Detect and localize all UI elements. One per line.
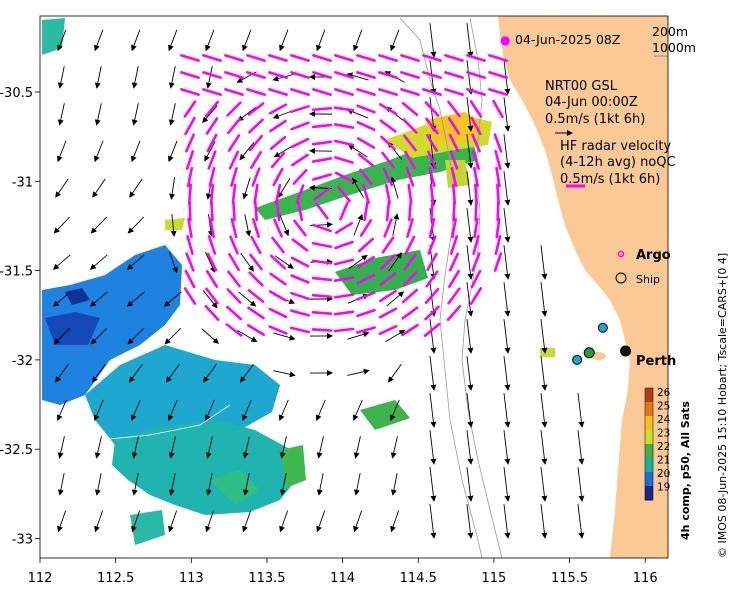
x-tick-label: 115	[481, 571, 506, 586]
radar-arrow	[431, 202, 432, 220]
colorbar-tick-label: 19	[657, 482, 670, 494]
timestamp: 04-Jun-2025 08Z	[515, 32, 620, 47]
radar-arrow	[211, 185, 213, 203]
argo-legend-label: Argo	[636, 248, 671, 263]
x-tick-label: 114.5	[400, 571, 437, 586]
colorbar-segment	[645, 416, 653, 431]
y-tick-label: -32.5	[0, 443, 33, 458]
y-tick-label: -31.5	[0, 265, 33, 280]
colorbar-tick-label: 20	[657, 468, 670, 480]
x-axis: 112 112.5 113 113.5 114 114.5 115 115.5 116	[28, 558, 658, 586]
credit-text: © IMOS 08-Jun-2025 15:10 Hobart; Tscale=…	[716, 253, 729, 558]
colorbar-tick-label: 22	[657, 441, 670, 453]
radar-arrow	[313, 295, 331, 297]
radar-arrow	[387, 202, 389, 220]
colorbar-tick-label: 23	[657, 428, 670, 440]
timestamp-marker: ●	[500, 33, 510, 47]
colorbar-tick-label: 24	[657, 414, 671, 426]
colorbar-segment	[645, 402, 653, 417]
radar-arrow	[189, 185, 190, 203]
y-tick-label: -31	[12, 175, 33, 190]
x-tick-label: 115.5	[551, 571, 588, 586]
y-tick-label: -30.5	[0, 86, 33, 101]
radar-arrow	[190, 202, 191, 220]
radar-arrow	[212, 202, 213, 220]
model-label-line3: 0.5m/s (1kt 6h)	[545, 112, 645, 127]
model-label-line1: NRT00 GSL	[545, 79, 618, 94]
colorbar-tick-label: 21	[657, 455, 670, 467]
radar-arrow	[233, 202, 234, 220]
radar-arrow	[475, 185, 476, 203]
colorbar-segment	[645, 388, 653, 403]
x-tick-label: 113	[179, 571, 204, 586]
argo-marker	[598, 323, 607, 332]
radar-arrow	[498, 202, 499, 220]
ship-marker	[584, 348, 594, 358]
model-label-line2: 04-Jun 00:00Z	[545, 95, 638, 110]
radar-arrow	[313, 108, 331, 109]
radar-arrow	[409, 202, 410, 220]
radar-arrow	[313, 312, 331, 313]
x-tick-label: 114	[330, 571, 355, 586]
colorbar-segment	[645, 472, 653, 487]
radar-arrow	[453, 185, 455, 203]
isobath-label-1000m: 1000m	[652, 40, 696, 55]
colorbar-tick-label: 25	[657, 401, 670, 413]
radar-arrow	[497, 185, 498, 203]
x-tick-label: 116	[633, 571, 658, 586]
y-tick-label: -32	[12, 354, 33, 369]
radar-label-line1: HF radar velocity	[560, 139, 672, 154]
colorbar-segment	[645, 486, 653, 501]
x-tick-label: 112.5	[97, 571, 134, 586]
x-tick-label: 113.5	[248, 571, 285, 586]
isobath-label-200m: 200m	[652, 24, 688, 39]
colorbar-title: 4h comp, p50, All Sats	[679, 401, 692, 540]
y-tick-label: -33	[12, 533, 33, 548]
radar-arrow	[454, 202, 455, 220]
colorbar-tick-label: 26	[657, 387, 671, 399]
radar-arrow	[476, 202, 477, 220]
radar-arrow	[313, 125, 331, 127]
ship-marker	[621, 346, 631, 356]
city-label: Perth	[636, 354, 676, 369]
colorbar-segment	[645, 444, 653, 459]
argo-marker	[573, 355, 582, 364]
radar-arrow	[255, 202, 256, 220]
ship-legend-label: Ship	[636, 273, 660, 286]
radar-label-line2: (4-12h avg) noQC	[560, 155, 676, 170]
x-tick-label: 112	[28, 571, 53, 586]
radar-arrow	[313, 329, 331, 330]
colorbar-segment	[645, 458, 653, 473]
colorbar-segment	[645, 430, 653, 445]
y-axis: -30.5 -31 -31.5 -32 -32.5 -33	[0, 86, 40, 548]
